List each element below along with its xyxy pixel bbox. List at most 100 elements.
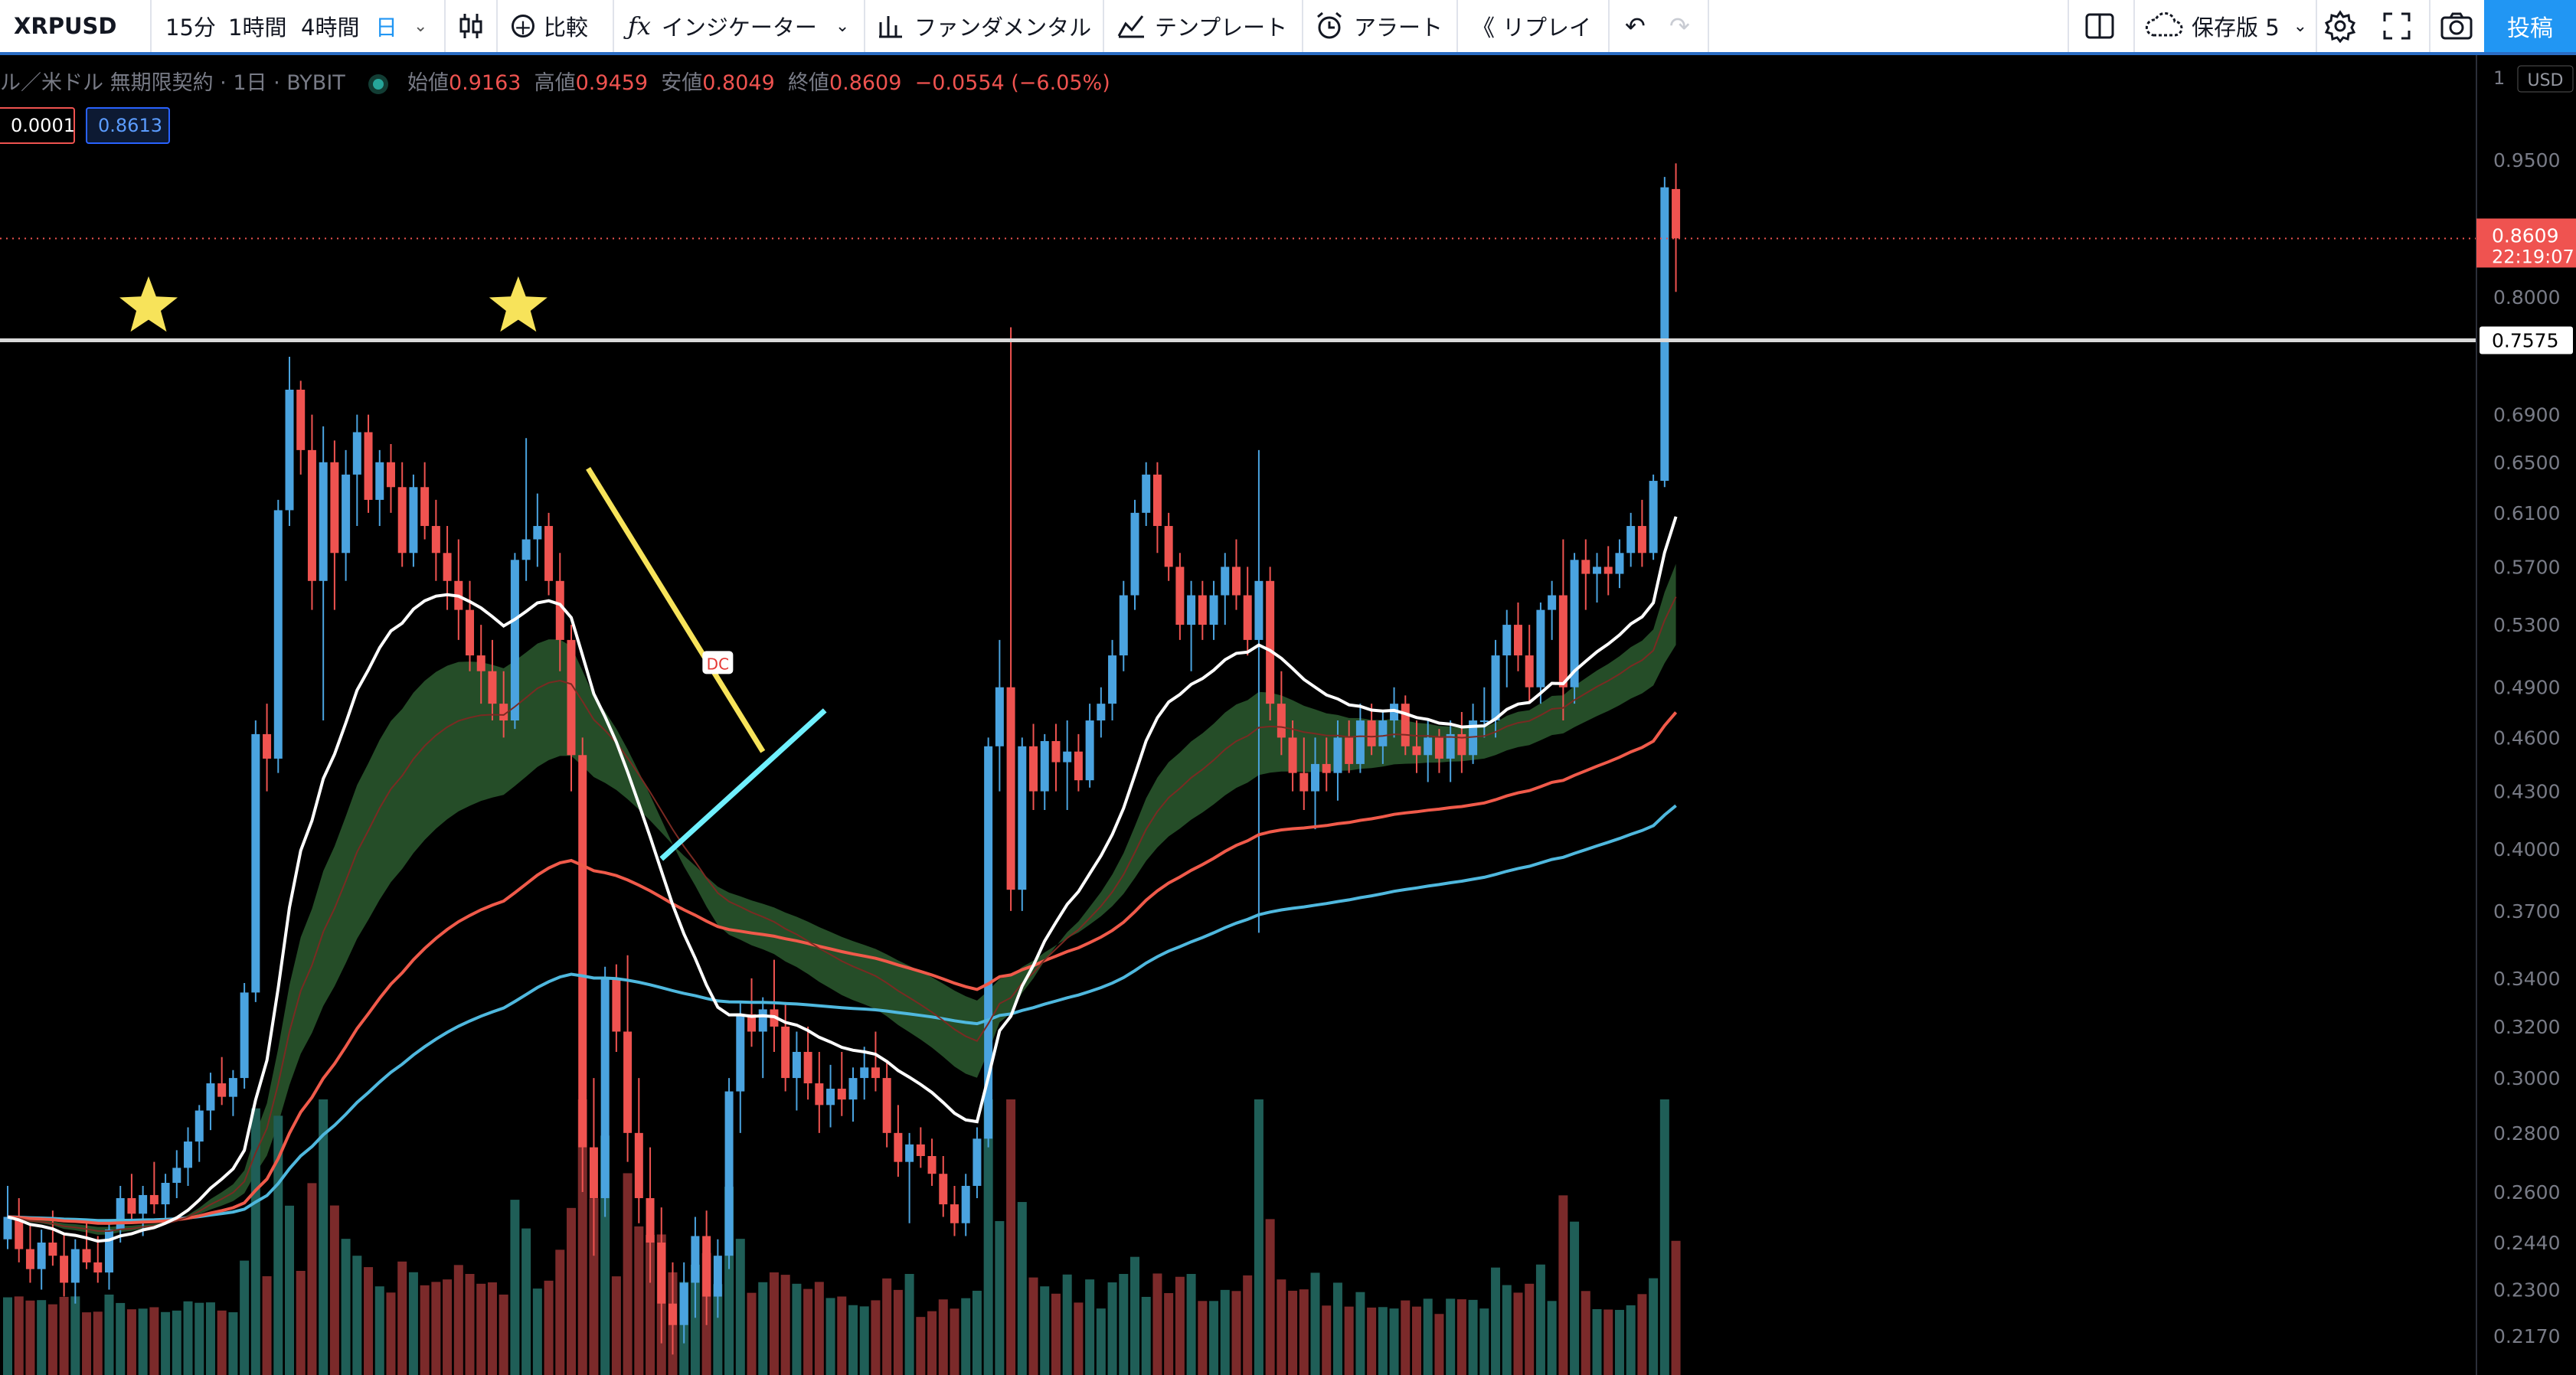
buy-price-box[interactable]: 0.8613 [86, 107, 170, 144]
volume-bar [420, 1285, 430, 1375]
volume-bar [780, 1275, 790, 1375]
volume-bar [329, 1205, 339, 1375]
candle-body [1536, 609, 1545, 688]
interval-4h[interactable]: 4時間 [301, 15, 360, 41]
volume-bar [1570, 1221, 1580, 1375]
volume-bar [352, 1256, 362, 1375]
volume-bar [893, 1289, 903, 1375]
candle-body [37, 1243, 46, 1269]
volume-bar [1535, 1264, 1545, 1375]
high-label: 高値 [534, 71, 576, 95]
candle-body [578, 755, 587, 1148]
candle-body [1660, 187, 1669, 482]
volume-bar [82, 1312, 92, 1375]
chart-type-button[interactable] [458, 0, 484, 52]
interval-1h[interactable]: 1時間 [228, 15, 287, 41]
fullscreen-button[interactable] [2381, 0, 2412, 52]
candle-body [1040, 740, 1049, 792]
volume-bar [1456, 1299, 1466, 1375]
volume-bar [93, 1311, 103, 1375]
redo-icon[interactable]: ↷ [1669, 11, 1690, 41]
volume-bar [374, 1286, 384, 1375]
interval-15m[interactable]: 15分 [165, 15, 216, 41]
volume-bar [138, 1308, 148, 1375]
currency-badge [2517, 65, 2574, 93]
volume-bar [646, 1234, 655, 1375]
candle-body [82, 1249, 91, 1262]
yellow-trendline[interactable] [586, 466, 766, 753]
candle-body [1018, 746, 1027, 890]
symbol-search[interactable]: XRPUSD [14, 13, 117, 39]
volume-bar [758, 1282, 768, 1375]
volume-bar [1547, 1301, 1557, 1375]
candle-body [634, 1132, 643, 1198]
replay-button[interactable]: 《 リプレイ [1472, 0, 1591, 52]
interval-dropdown-icon[interactable]: ⌄ [414, 16, 428, 36]
volume-bar [1209, 1301, 1219, 1375]
volume-bar [1468, 1299, 1478, 1375]
volume-bar [285, 1205, 294, 1375]
volume-bar [341, 1239, 351, 1375]
candle-body [736, 1014, 745, 1092]
ema-white-line [7, 516, 1678, 1243]
undo-icon[interactable]: ↶ [1625, 11, 1646, 41]
settings-button[interactable] [2323, 0, 2357, 52]
template-button[interactable]: テンプレート [1116, 0, 1287, 52]
volume-bar [431, 1282, 441, 1375]
save-layout-button[interactable]: 保存版 5 ⌄ [2144, 0, 2307, 52]
candle-body [1434, 737, 1443, 759]
sell-spread-box[interactable]: 0.0001 [0, 107, 75, 144]
fundamental-button[interactable]: ファンダメンタル [878, 0, 1091, 52]
candle-body [1164, 526, 1173, 567]
volume-bar [250, 1108, 260, 1375]
candle-body [1074, 751, 1083, 781]
rewind-icon: 《 [1472, 15, 1495, 42]
bar-chart-icon [879, 16, 902, 38]
candle-body [927, 1156, 937, 1174]
candle-body [1390, 704, 1399, 721]
candle-body [1570, 560, 1579, 688]
divider [2133, 0, 2135, 52]
indicators-button[interactable]: ƒx インジケーター ⌄ [628, 11, 850, 41]
volume-bar [1412, 1306, 1421, 1375]
price-axis[interactable]: 0.9500 0.8000 0.6900 0.6500 0.6100 0.5700 0.53… [2476, 55, 2576, 1375]
volume-bar [1288, 1290, 1298, 1375]
alert-button[interactable]: アラート [1314, 0, 1443, 52]
compare-button[interactable]: + 比較 [512, 0, 588, 52]
candle-body [882, 1078, 891, 1133]
volume-bar [205, 1302, 215, 1375]
interval-1d[interactable]: 日 [375, 15, 398, 41]
candle-body [386, 462, 395, 488]
volume-bar [1491, 1267, 1501, 1375]
candle-body [792, 1051, 801, 1079]
candle-body [1187, 595, 1196, 625]
dc-marker-badge [702, 651, 734, 674]
candle-body [1299, 772, 1309, 792]
candle-body [1593, 567, 1602, 574]
volume-bar [3, 1297, 12, 1375]
candle-body [1479, 720, 1489, 723]
ema-red-line [7, 711, 1678, 1225]
chevron-down-icon: ⌄ [835, 16, 850, 36]
divider [2429, 0, 2431, 52]
volume-bar [1344, 1306, 1354, 1375]
candle-body [837, 1089, 846, 1100]
price-chart[interactable]: DC 0.95000.80000.69000.65000.61000.57000… [0, 55, 2576, 1375]
publish-button[interactable]: 投稿 [2484, 0, 2576, 52]
layout-button[interactable] [2084, 0, 2115, 52]
volume-bar [37, 1300, 47, 1375]
volume-bar [1592, 1308, 1602, 1375]
price-tick-label: 0.5700 [2493, 556, 2560, 578]
volume-bar [521, 1228, 531, 1375]
open-value: 0.9163 [448, 71, 521, 95]
drawings[interactable]: DC [0, 237, 2476, 861]
candle-body [555, 580, 564, 640]
fullscreen-icon [2383, 12, 2411, 40]
screenshot-button[interactable] [2440, 0, 2473, 52]
candle-body [296, 389, 306, 450]
template-icon [1117, 15, 1144, 38]
volume-bar [1513, 1292, 1523, 1375]
volume-bar [1028, 1277, 1038, 1375]
cyan-trendline[interactable] [659, 708, 827, 861]
candle-body [984, 746, 993, 1139]
